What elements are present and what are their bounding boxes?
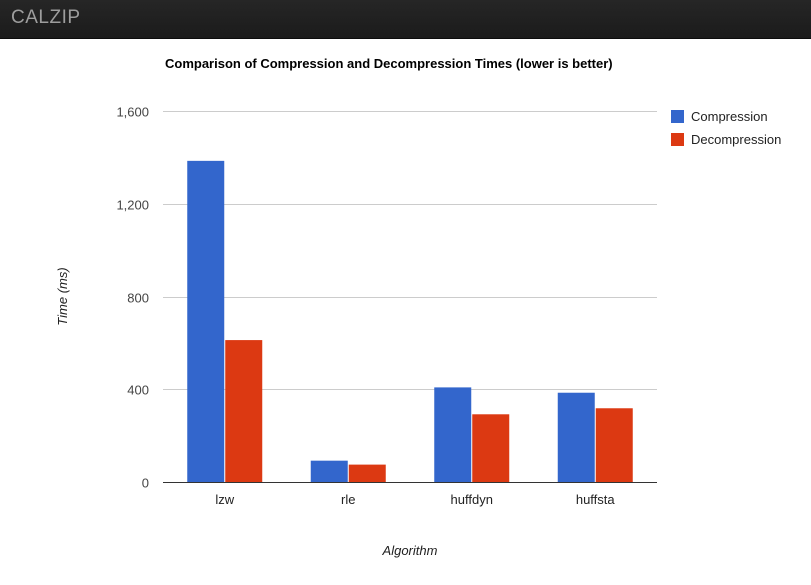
bar-decompression-huffdyn — [472, 414, 510, 482]
legend: Compression Decompression — [671, 109, 781, 147]
bar-compression-huffdyn — [434, 387, 472, 482]
x-tick-label: rle — [341, 492, 355, 507]
top-navbar: CALZIP — [0, 0, 811, 39]
x-tick-label: huffsta — [576, 492, 616, 507]
bar-compression-rle — [310, 460, 348, 482]
axes: 0 400 800 1,200 1,600 lzw rle huffdyn huffsta Alg… — [55, 105, 657, 558]
chart-title: Comparison of Compression and Decompress… — [165, 56, 613, 71]
chart-container: Comparison of Compression and Decompress… — [0, 39, 811, 585]
y-tick-label: 0 — [142, 476, 149, 491]
bar-compression-huffsta — [557, 392, 595, 482]
brand-link[interactable]: CALZIP — [11, 7, 81, 28]
x-tick-label: huffdyn — [451, 492, 493, 507]
x-axis-title: Algorithm — [382, 543, 438, 558]
legend-label: Compression — [691, 109, 768, 124]
chart-svg: 0 400 800 1,200 1,600 lzw rle huffdyn huffsta Alg… — [55, 105, 781, 559]
legend-swatch — [671, 133, 684, 146]
y-tick-label: 1,600 — [116, 105, 149, 120]
bar-compression-lzw — [187, 160, 225, 482]
bar-decompression-rle — [348, 464, 386, 482]
legend-swatch — [671, 110, 684, 123]
bar-decompression-huffsta — [595, 408, 633, 482]
y-tick-label: 400 — [127, 383, 149, 398]
bar-decompression-lzw — [225, 340, 263, 482]
bars — [187, 160, 633, 482]
x-tick-label: lzw — [215, 492, 234, 507]
y-axis-title: Time (ms) — [55, 267, 70, 325]
y-tick-label: 800 — [127, 291, 149, 306]
y-tick-label: 1,200 — [116, 198, 149, 213]
legend-label: Decompression — [691, 132, 781, 147]
